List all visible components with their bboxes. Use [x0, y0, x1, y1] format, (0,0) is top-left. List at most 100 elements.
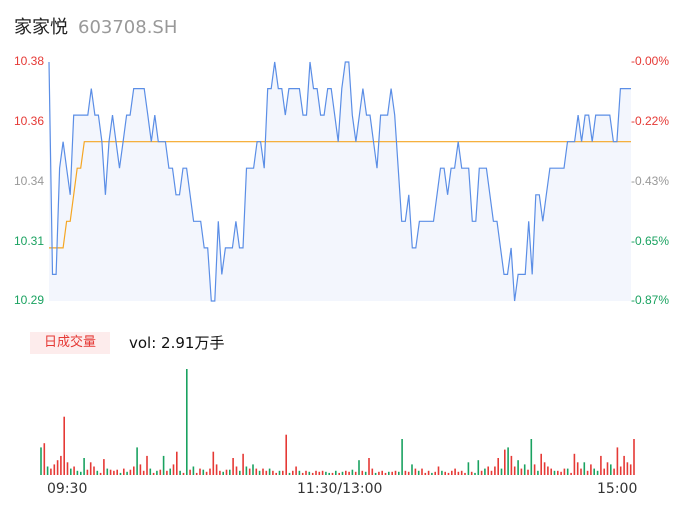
volume-bar	[252, 464, 254, 475]
volume-bar	[202, 469, 205, 475]
x-label-open: 09:30	[47, 481, 88, 497]
volume-bar	[189, 469, 191, 475]
volume-bar	[553, 470, 556, 475]
volume-bar	[629, 464, 632, 475]
volume-bar	[533, 464, 536, 475]
price-tick-label: 10.38	[14, 54, 45, 68]
volume-bar	[162, 455, 165, 475]
volume-bar	[93, 466, 95, 475]
volume-bar	[139, 464, 142, 475]
volume-bar	[172, 464, 175, 475]
volume-bar	[351, 469, 354, 475]
volume-bar	[229, 469, 231, 475]
volume-bar	[215, 464, 218, 475]
volume-bar	[311, 472, 314, 475]
volume-bar	[315, 470, 317, 475]
volume-summary: vol: 2.91万手	[129, 334, 225, 352]
volume-bar	[358, 460, 360, 475]
volume-bar	[523, 464, 526, 475]
volume-bar	[152, 472, 155, 475]
price-line	[48, 61, 631, 302]
volume-tab[interactable]: 日成交量	[30, 332, 110, 354]
volume-bar	[179, 470, 181, 475]
percent-tick-label: -0.22%	[631, 114, 670, 128]
volume-bar	[345, 470, 347, 475]
volume-bar	[308, 471, 311, 475]
volume-bar	[391, 471, 393, 475]
volume-bar	[613, 468, 615, 475]
percent-tick-label: -0.65%	[631, 234, 670, 248]
volume-bar	[258, 470, 261, 475]
volume-bar	[325, 471, 327, 475]
volume-bar	[305, 470, 307, 475]
volume-bar	[89, 462, 92, 475]
volume-bar	[285, 434, 287, 475]
volume-bar	[606, 462, 609, 475]
volume-bar	[361, 470, 364, 475]
price-tick-label: 10.34	[14, 174, 45, 188]
price-area-fill	[49, 62, 631, 301]
volume-bar	[66, 462, 69, 475]
volume-bar	[338, 472, 340, 475]
volume-bar	[159, 469, 162, 475]
volume-bar	[510, 455, 513, 475]
volume-bar	[467, 462, 470, 475]
volume-bar	[460, 470, 463, 475]
volume-bar	[447, 472, 450, 475]
volume-bar	[341, 471, 344, 475]
percent-tick-label: -0.00%	[631, 54, 670, 68]
volume-bar	[570, 472, 572, 475]
volume-bar	[76, 470, 79, 475]
volume-bar	[73, 466, 75, 475]
volume-bar	[113, 470, 115, 475]
volume-bar	[348, 471, 350, 475]
stock-name: 家家悦	[14, 17, 68, 38]
volume-bar	[610, 464, 612, 475]
volume-bar	[219, 470, 221, 475]
volume-bar	[129, 469, 132, 475]
volume-bar	[573, 453, 576, 475]
volume-bar	[209, 468, 211, 475]
volume-bar	[239, 470, 241, 475]
volume-bar	[116, 469, 118, 475]
volume-bar	[248, 468, 251, 475]
volume-bar	[566, 468, 569, 475]
volume-bar	[368, 458, 370, 475]
volume-bar	[384, 472, 387, 475]
volume-bar	[225, 469, 228, 475]
volume-bar	[444, 471, 446, 475]
volume-bar	[500, 468, 503, 475]
volume-bar	[136, 447, 138, 475]
x-label-midday: 11:30/13:00	[297, 481, 383, 497]
volume-bar	[623, 455, 625, 475]
volume-bar	[374, 472, 377, 475]
stock-code: 603708.SH	[78, 17, 178, 38]
volume-bar	[103, 459, 105, 475]
volume-bar	[331, 472, 334, 475]
volume-bar	[517, 460, 519, 475]
volume-bar	[192, 466, 195, 475]
volume-bar	[507, 447, 509, 475]
volume-bar	[437, 466, 440, 475]
volume-bar	[477, 460, 480, 475]
volume-bar	[586, 470, 589, 475]
volume-bar	[119, 472, 122, 475]
volume-bar	[451, 470, 453, 475]
volume-bar	[398, 471, 400, 475]
volume-bar	[550, 468, 552, 475]
volume-bar	[80, 471, 82, 475]
volume-bar	[411, 464, 413, 475]
volume-bar	[146, 455, 148, 475]
volume-bar	[222, 471, 224, 475]
volume-bar	[364, 471, 367, 475]
volume-bar	[520, 468, 523, 475]
volume-bar	[53, 464, 56, 475]
volume-bar	[497, 458, 499, 475]
volume-bar	[454, 468, 456, 475]
volume-bar	[176, 451, 178, 475]
volume-bar	[205, 471, 208, 475]
volume-bar	[537, 470, 539, 475]
volume-bar	[583, 462, 586, 475]
volume-bar	[212, 451, 215, 475]
